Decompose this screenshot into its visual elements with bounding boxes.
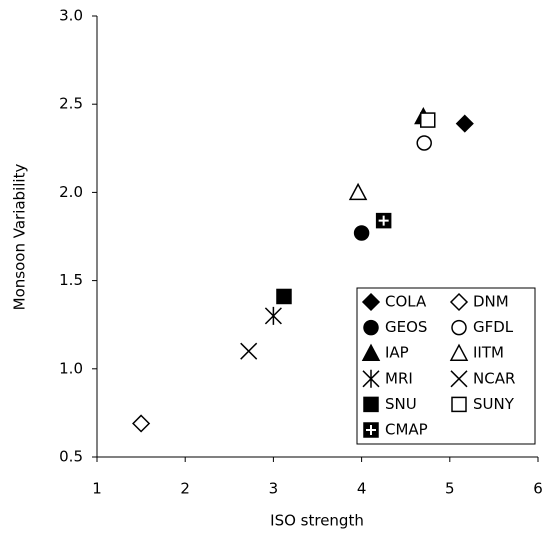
marker-shape	[366, 425, 376, 435]
y-tick-label: 0.5	[59, 448, 83, 466]
x-axis-label: ISO strength	[270, 512, 364, 530]
marker-shape	[420, 112, 436, 128]
marker-shape	[363, 319, 379, 336]
marker-shape	[378, 215, 389, 226]
legend-label: SNU	[385, 395, 417, 413]
x-tick-label: 1	[92, 480, 102, 498]
marker-shape	[362, 369, 380, 388]
legend-marker	[361, 292, 381, 312]
x-tick-label: 4	[357, 480, 367, 498]
point	[455, 114, 474, 133]
legend-marker	[451, 319, 467, 336]
point	[416, 135, 432, 151]
legend-label: GEOS	[385, 318, 427, 336]
y-tick-label: 1.5	[59, 271, 83, 289]
legend-marker	[362, 369, 380, 388]
y-tick-label: 3.0	[59, 7, 83, 25]
x-tick-label: 3	[269, 480, 279, 498]
marker-shape	[353, 225, 370, 241]
legend-marker	[361, 343, 381, 361]
marker-shape	[240, 342, 258, 360]
marker-shape	[451, 396, 467, 413]
legend-marker	[363, 396, 379, 413]
marker-shape	[264, 306, 282, 325]
point	[353, 225, 370, 241]
x-tick-label: 2	[180, 480, 190, 498]
marker-shape	[361, 292, 381, 312]
marker-shape	[276, 288, 292, 305]
point	[420, 112, 436, 128]
legend-label: DNM	[473, 293, 509, 311]
legend-label: NCAR	[473, 369, 515, 387]
legend-marker	[363, 422, 379, 438]
marker-shape	[132, 414, 151, 433]
marker-shape	[348, 182, 368, 201]
point	[348, 182, 368, 201]
marker-shape	[451, 319, 467, 336]
y-tick-label: 1.0	[59, 359, 83, 377]
y-axis-label: Monsoon Variability	[11, 164, 29, 311]
x-tick-label: 5	[445, 480, 455, 498]
point	[132, 414, 151, 433]
marker-shape	[455, 114, 474, 133]
x-tick-label: 6	[533, 480, 543, 498]
point	[240, 342, 258, 360]
legend-label: COLA	[385, 293, 427, 311]
marker-shape	[449, 343, 469, 361]
point	[375, 212, 392, 229]
legend-label: MRI	[385, 369, 413, 387]
legend-label: IAP	[385, 344, 409, 362]
marker-shape	[363, 396, 379, 413]
legend-label: GFDL	[473, 318, 514, 336]
legend-marker	[450, 370, 468, 388]
legend-marker	[449, 343, 469, 361]
legend-label: SUNY	[473, 395, 515, 413]
legend-marker	[363, 319, 379, 336]
legend-label: IITM	[473, 344, 504, 362]
marker-shape	[361, 343, 381, 361]
legend-box	[356, 287, 536, 445]
point	[264, 306, 282, 325]
point	[276, 288, 292, 305]
marker-shape	[450, 370, 468, 388]
legend-marker	[451, 396, 467, 413]
y-tick-label: 2.5	[59, 95, 83, 113]
marker-shape	[449, 292, 469, 312]
y-tick-label: 2.0	[59, 183, 83, 201]
legend-marker	[449, 292, 469, 312]
legend-label: CMAP	[385, 421, 428, 439]
marker-shape	[416, 135, 432, 151]
